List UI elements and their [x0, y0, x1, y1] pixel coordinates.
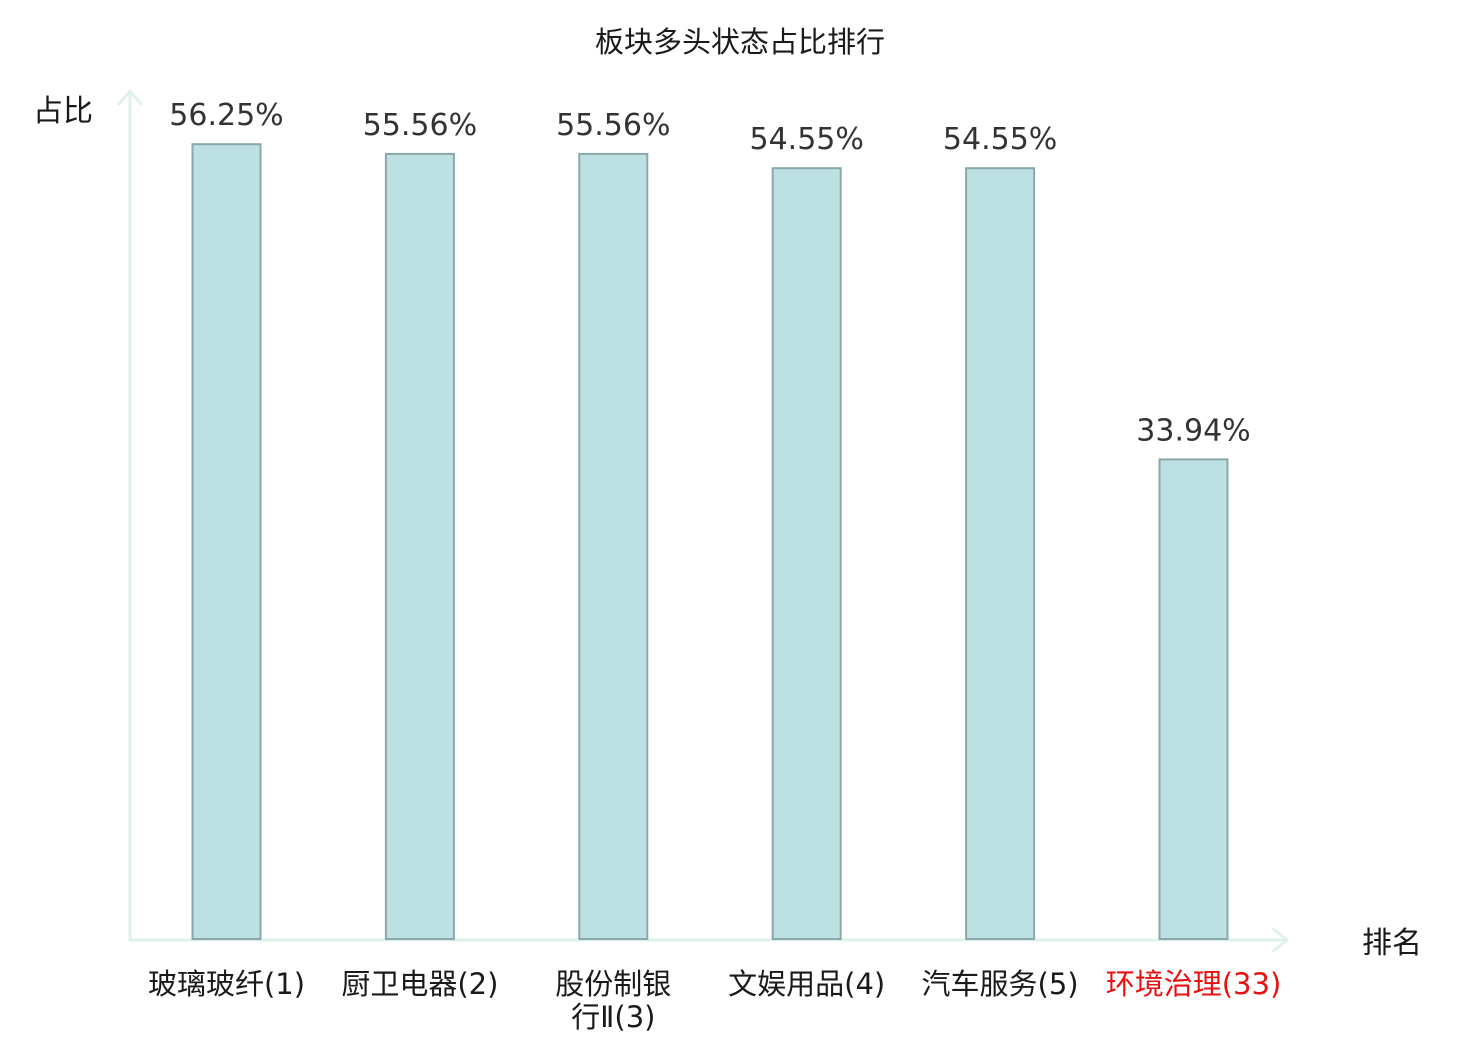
bar-6: [1158, 458, 1229, 940]
bar-2: [384, 152, 455, 940]
value-label-1: 56.25%: [169, 98, 283, 133]
bar-4: [771, 167, 842, 940]
category-label-4: 文娱用品(4): [728, 967, 885, 1001]
axes: [117, 89, 1289, 953]
value-label-3: 55.56%: [556, 108, 670, 143]
category-label-2: 厨卫电器(2): [341, 967, 498, 1001]
bar-1: [191, 143, 262, 940]
bars-group: [191, 143, 1229, 940]
value-label-6: 33.94%: [1136, 413, 1250, 448]
chart-title: 板块多头状态占比排行: [595, 25, 885, 59]
value-labels-group: 56.25% 55.56% 55.56% 54.55% 54.55% 33.94%: [169, 98, 1250, 448]
x-axis-label: 排名: [1362, 926, 1422, 961]
bar-3: [578, 152, 649, 940]
category-labels-group: 玻璃玻纤(1) 厨卫电器(2) 股份制银行Ⅱ(3) 文娱用品(4) 汽车服务(5) 环境治…: [148, 967, 1281, 1034]
category-label-3: 股份制银行Ⅱ(3): [555, 967, 671, 1034]
value-label-4: 54.55%: [750, 122, 864, 157]
value-label-2: 55.56%: [363, 108, 477, 143]
y-axis-label: 占比: [33, 94, 93, 129]
category-label-6: 环境治理(33): [1106, 967, 1282, 1001]
x-axis-arrow-icon: [1271, 927, 1289, 953]
value-label-5: 54.55%: [943, 122, 1057, 157]
category-label-5: 汽车服务(5): [922, 967, 1079, 1001]
category-label-1: 玻璃玻纤(1): [148, 967, 305, 1001]
bar-5: [965, 167, 1036, 940]
y-axis-arrow-icon: [117, 89, 143, 106]
